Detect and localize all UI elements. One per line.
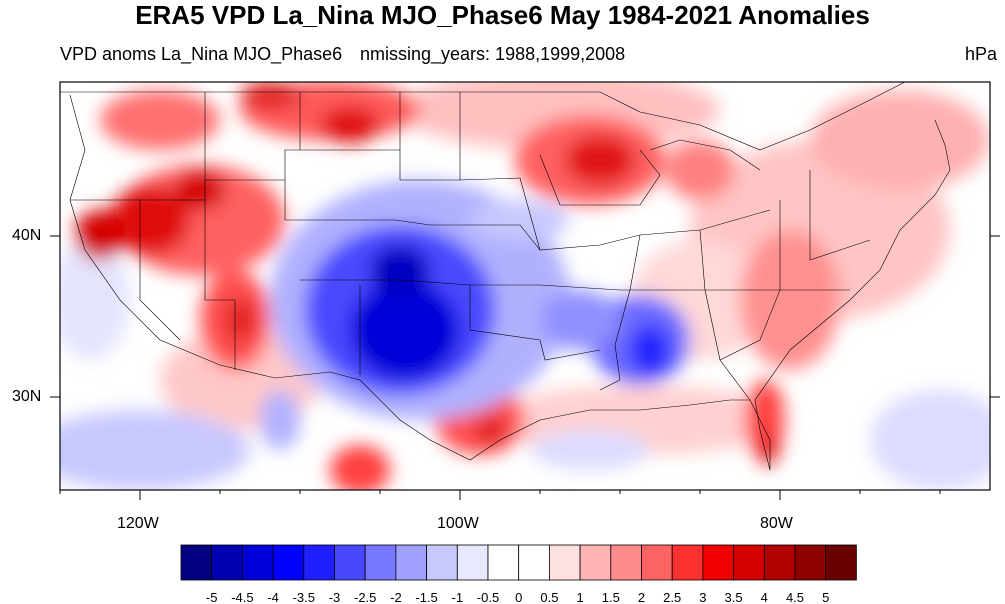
colorbar-swatch xyxy=(180,544,213,581)
lat-label-40n: 40N xyxy=(12,227,42,244)
colorbar-label: -3 xyxy=(329,590,341,604)
colorbar-swatch xyxy=(579,544,612,581)
colorbar-swatch xyxy=(825,544,857,581)
colorbar-label: 2 xyxy=(638,590,645,604)
lat-label-30n: 30N xyxy=(12,388,42,405)
colorbar-label: 0.5 xyxy=(540,590,558,604)
lon-label-120w: 120W xyxy=(117,515,159,532)
colorbar-label: 1 xyxy=(576,590,583,604)
axis-ticks xyxy=(50,235,1000,500)
colorbar-label: -2 xyxy=(390,590,402,604)
colorbar-label: -2.5 xyxy=(354,590,376,604)
colorbar-label: -3.5 xyxy=(293,590,315,604)
colorbar-label: 5 xyxy=(822,590,829,604)
colorbar-label: 2.5 xyxy=(663,590,681,604)
colorbar-label: 4.5 xyxy=(786,590,804,604)
colorbar-swatch xyxy=(395,544,427,581)
colorbar-swatch xyxy=(763,544,796,581)
state-boundaries xyxy=(60,82,951,471)
colorbar-swatch xyxy=(794,544,827,581)
map-title: ERA5 VPD La_Nina MJO_Phase6 May 1984-202… xyxy=(135,0,870,30)
colorbar-swatch xyxy=(518,544,550,581)
colorbar-swatch xyxy=(211,544,243,581)
colorbar-label: -1.5 xyxy=(415,590,437,604)
colorbar-label: 4 xyxy=(761,590,768,604)
lon-label-80w: 80W xyxy=(760,515,793,532)
colorbar-label: -0.5 xyxy=(477,590,499,604)
colorbar-label: -1 xyxy=(452,590,464,604)
colorbar-label: -5 xyxy=(206,590,218,604)
colorbar-swatch xyxy=(549,544,581,581)
colorbar-swatch xyxy=(641,544,673,581)
colorbar-swatch xyxy=(272,544,305,581)
colorbar-label: 1.5 xyxy=(602,590,620,604)
colorbar-swatch xyxy=(733,544,765,581)
colorbar-label: -4 xyxy=(267,590,279,604)
anomaly-field xyxy=(60,82,990,490)
colorbar-label: 3 xyxy=(699,590,706,604)
colorbar-swatch xyxy=(241,544,274,581)
colorbar-swatch xyxy=(702,544,735,581)
colorbar-swatch xyxy=(426,544,458,581)
colorbar: -5 -4.5 -4 -3.5 -3 -2.5 -2 -1.5 -1 -0.5 0 0.5 1 1.5 2 2… xyxy=(180,544,857,604)
map-frame xyxy=(59,81,991,491)
left-subtitle: VPD anoms La_Nina MJO_Phase6 xyxy=(60,44,343,64)
colorbar-swatch xyxy=(303,544,335,581)
units-label: hPa xyxy=(964,44,997,64)
lon-label-100w: 100W xyxy=(437,515,479,532)
colorbar-swatch xyxy=(456,544,489,581)
colorbar-swatch xyxy=(364,544,397,581)
colorbar-label: 3.5 xyxy=(725,590,743,604)
missing-years-subtitle: nmissing_years: 1988,1999,2008 xyxy=(360,44,626,64)
colorbar-swatch xyxy=(334,544,366,581)
colorbar-label: -4.5 xyxy=(231,590,253,604)
colorbar-swatch xyxy=(610,544,642,581)
colorbar-label: 0 xyxy=(515,590,522,604)
colorbar-swatch xyxy=(671,544,704,581)
colorbar-swatch xyxy=(487,544,520,581)
